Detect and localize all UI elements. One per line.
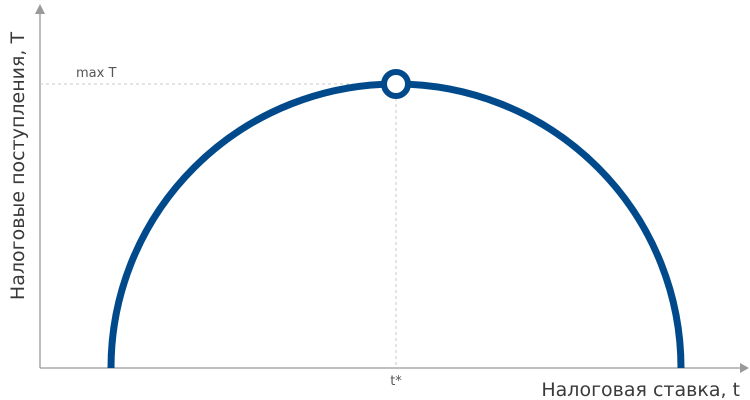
peak-x-label: t* (390, 374, 402, 389)
x-axis-arrow (740, 363, 749, 373)
x-axis-label: Налоговая ставка, t (541, 379, 740, 400)
y-axis-arrow (35, 4, 45, 14)
peak-y-label: max T (76, 66, 116, 81)
y-axis-label: Налоговые поступления, T (7, 32, 29, 301)
peak-point-marker (381, 69, 411, 99)
